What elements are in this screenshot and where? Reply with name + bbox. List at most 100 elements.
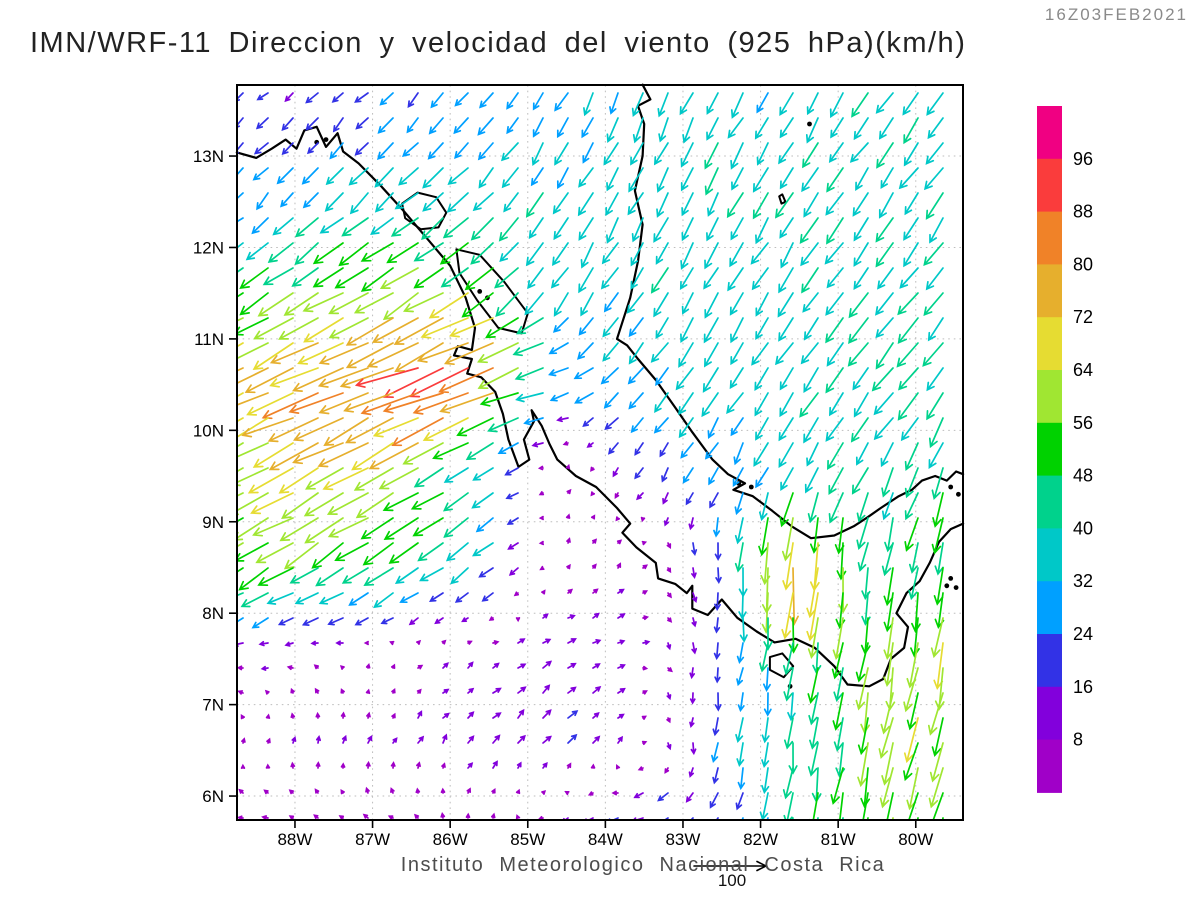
wind-arrow [830, 767, 844, 805]
wind-arrow [244, 367, 294, 394]
wind-arrow [477, 342, 519, 364]
wind-arrow [467, 762, 474, 769]
wind-arrow [365, 688, 371, 695]
wind-arrow [467, 640, 473, 645]
wind-arrow [442, 217, 469, 239]
wind-arrow [615, 764, 621, 770]
wind-arrow [335, 640, 344, 646]
wind-arrow [252, 442, 294, 468]
wind-arrow [447, 167, 469, 186]
wind-arrow [709, 792, 719, 809]
wind-arrow [855, 442, 869, 466]
wind-arrow [612, 467, 619, 478]
wind-arrow [704, 292, 719, 319]
wind-arrow [345, 417, 394, 444]
wind-arrow [897, 292, 919, 316]
wind-arrow [504, 467, 519, 476]
wind-arrow [257, 567, 294, 587]
wind-arrow [904, 517, 919, 552]
wind-arrow [442, 492, 469, 512]
wind-arrow [376, 142, 394, 160]
wind-arrow [736, 742, 745, 767]
wind-arrow [416, 639, 422, 645]
wind-arrow [331, 92, 344, 103]
wind-arrow [407, 92, 419, 109]
colorbar-segment [1037, 106, 1062, 160]
wind-arrow [848, 292, 869, 319]
wind-arrow [565, 513, 571, 519]
wind-arrow [578, 317, 594, 336]
wind-arrow [240, 763, 246, 769]
wind-arrow [896, 342, 919, 368]
wind-arrow [685, 492, 694, 506]
wind-arrow [754, 392, 769, 417]
wind-arrow [642, 665, 649, 671]
wind-arrow [328, 292, 369, 315]
wind-arrow [392, 737, 398, 744]
wind-arrow [386, 242, 419, 264]
wind-arrow [454, 92, 469, 107]
wind-arrow [355, 117, 369, 130]
wind-arrow [479, 92, 494, 109]
colorbar-label: 72 [1073, 307, 1093, 327]
map-frame [236, 84, 964, 821]
wind-arrow [470, 242, 494, 265]
colorbar-label: 64 [1073, 360, 1093, 380]
wind-arrow [383, 517, 419, 541]
wind-arrow [926, 92, 944, 116]
wind-arrow [281, 492, 319, 520]
wind-arrow [880, 692, 894, 735]
wind-arrow [429, 592, 444, 602]
wind-arrow [607, 442, 619, 455]
wind-arrow [666, 742, 672, 751]
wind-arrow [338, 815, 345, 820]
wind-arrow [606, 217, 619, 244]
wind-arrow [479, 392, 519, 407]
colorbar-segment [1037, 264, 1062, 318]
wind-arrow [788, 617, 799, 654]
wind-arrow [606, 117, 619, 143]
wind-arrow [617, 613, 626, 619]
wind-arrow [549, 392, 569, 402]
wind-arrow [554, 92, 569, 112]
wind-arrow [807, 492, 819, 524]
wind-arrow [578, 217, 594, 241]
wind-arrow [875, 342, 894, 370]
wind-arrow [781, 592, 794, 640]
wind-arrow [604, 417, 619, 431]
wind-arrow [826, 267, 844, 289]
wind-arrow [681, 217, 694, 242]
wind-arrow [403, 292, 444, 313]
wind-arrow [751, 342, 769, 366]
wind-arrow [911, 592, 921, 634]
wind-arrow [897, 317, 919, 344]
wind-arrow [264, 689, 270, 695]
wind-arrow [500, 142, 519, 162]
wind-arrow [373, 592, 394, 609]
wind-arrow [507, 542, 519, 550]
wind-arrow [326, 492, 369, 515]
wind-arrow [666, 692, 672, 701]
wind-arrow [667, 667, 673, 673]
wind-arrow [783, 717, 794, 750]
wind-arrow [631, 217, 644, 243]
wind-arrow [600, 267, 619, 290]
wind-arrow [727, 267, 744, 292]
wind-arrow [354, 92, 369, 103]
wind-arrow [252, 517, 294, 537]
wind-arrow [667, 617, 673, 623]
wind-arrow [318, 592, 344, 605]
wind-arrow [922, 342, 944, 367]
wind-arrow [680, 317, 694, 343]
lake-outline [778, 193, 787, 205]
wind-arrow [774, 192, 794, 219]
wind-arrow [477, 142, 494, 161]
wind-arrow [825, 317, 844, 344]
wind-arrow [432, 442, 469, 460]
wind-arrow [339, 367, 394, 389]
x-tick-label: 84W [588, 830, 623, 849]
wind-arrow [611, 790, 619, 796]
wind-arrow [627, 192, 644, 216]
wind-arrow [258, 640, 269, 647]
